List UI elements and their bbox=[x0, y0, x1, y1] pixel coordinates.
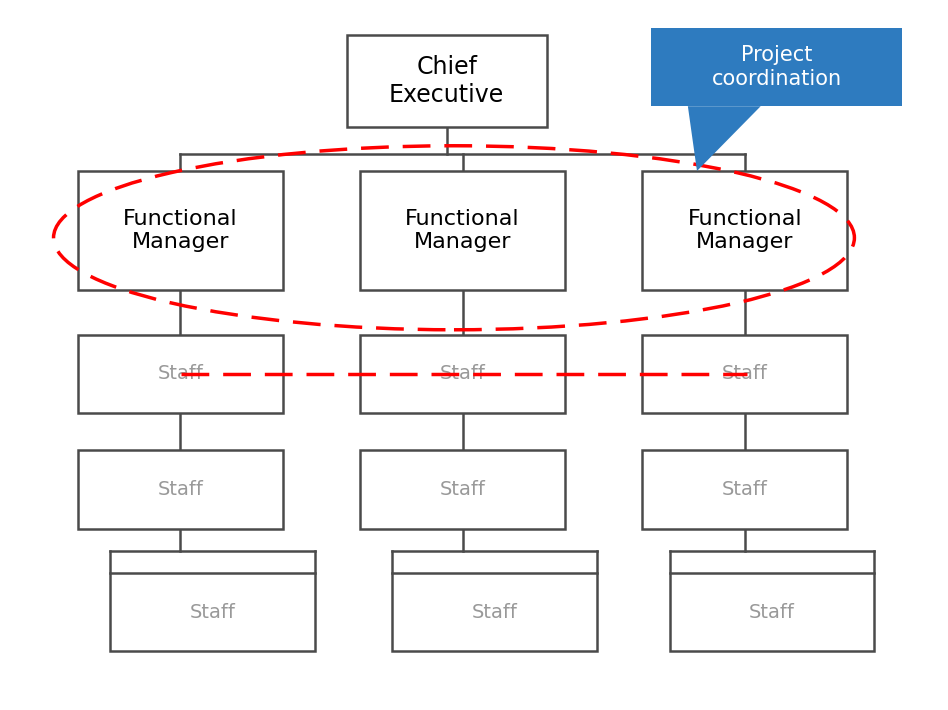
Text: Staff: Staff bbox=[440, 364, 485, 383]
FancyBboxPatch shape bbox=[78, 450, 283, 529]
FancyBboxPatch shape bbox=[360, 334, 565, 413]
Text: Staff: Staff bbox=[749, 603, 795, 622]
FancyBboxPatch shape bbox=[110, 573, 315, 652]
FancyBboxPatch shape bbox=[643, 334, 848, 413]
FancyBboxPatch shape bbox=[669, 573, 874, 652]
Text: Staff: Staff bbox=[157, 364, 204, 383]
Text: Staff: Staff bbox=[440, 480, 485, 499]
FancyBboxPatch shape bbox=[651, 28, 902, 106]
FancyBboxPatch shape bbox=[643, 450, 848, 529]
FancyBboxPatch shape bbox=[78, 171, 283, 290]
Text: Chief
Executive: Chief Executive bbox=[389, 55, 504, 106]
Text: Functional
Manager: Functional Manager bbox=[406, 209, 520, 252]
Text: Staff: Staff bbox=[721, 364, 768, 383]
Text: Functional
Manager: Functional Manager bbox=[687, 209, 802, 252]
Text: Project
coordination: Project coordination bbox=[712, 45, 842, 89]
Text: Staff: Staff bbox=[721, 480, 768, 499]
FancyBboxPatch shape bbox=[643, 171, 848, 290]
FancyBboxPatch shape bbox=[392, 573, 597, 652]
Text: Staff: Staff bbox=[471, 603, 518, 622]
Text: Staff: Staff bbox=[157, 480, 204, 499]
Polygon shape bbox=[688, 106, 760, 171]
FancyBboxPatch shape bbox=[78, 334, 283, 413]
FancyBboxPatch shape bbox=[360, 450, 565, 529]
Text: Staff: Staff bbox=[190, 603, 235, 622]
FancyBboxPatch shape bbox=[347, 35, 547, 126]
Text: Functional
Manager: Functional Manager bbox=[123, 209, 238, 252]
FancyBboxPatch shape bbox=[360, 171, 565, 290]
